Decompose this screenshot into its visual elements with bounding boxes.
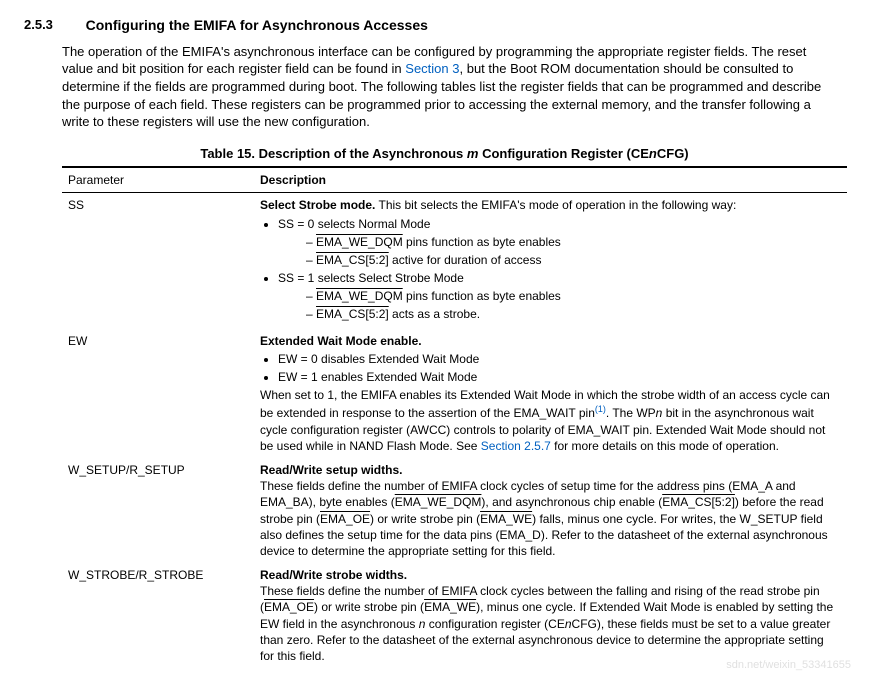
pin-ema-we: EMA_WE — [424, 600, 476, 614]
ss-s1-tail: pins function as byte enables — [403, 235, 561, 249]
section-257-link[interactable]: Section 2.5.7 — [481, 439, 551, 453]
table-15-wrap: Table 15. Description of the Asynchronou… — [52, 145, 837, 669]
pin-ema-we-dqm: EMA_WE_DQM — [316, 235, 403, 249]
pin-ema-oe: EMA_OE — [320, 512, 370, 526]
setup-title: Read/Write setup widths. — [260, 463, 402, 477]
list-item: SS = 1 selects Select Strobe Mode EMA_WE… — [278, 270, 841, 323]
section-title: Configuring the EMIFA for Asynchronous A… — [86, 17, 428, 33]
pin-ema-we-dqm: EMA_WE_DQM — [395, 495, 482, 509]
param-setup: W_SETUP/R_SETUP — [62, 458, 254, 563]
ss-b1a: SS = 0 selects Normal Mode — [278, 217, 430, 231]
strobe-d: configuration register (CE — [425, 617, 564, 631]
pin-ema-cs: EMA_CS[5:2] — [316, 253, 389, 267]
footnote-ref[interactable]: (1) — [595, 404, 606, 414]
list-item: EMA_WE_DQM pins function as byte enables — [306, 288, 841, 304]
strobe-n2: n — [565, 617, 572, 631]
caption-b: Configuration Register (CE — [478, 146, 648, 161]
caption-c: CFG) — [657, 146, 689, 161]
table-caption: Table 15. Description of the Asynchronou… — [52, 145, 837, 163]
param-strobe: W_STROBE/R_STROBE — [62, 563, 254, 668]
list-item: SS = 0 selects Normal Mode EMA_WE_DQM pi… — [278, 216, 841, 269]
section-number: 2.5.3 — [24, 16, 82, 34]
table-header-row: Parameter Description — [62, 167, 847, 193]
list-item: EMA_CS[5:2] active for duration of acces… — [306, 252, 841, 268]
list-item: EW = 1 enables Extended Wait Mode — [278, 369, 841, 385]
setup-d: ) or write strobe pin ( — [370, 512, 480, 526]
watermark: sdn.net/weixin_53341655 — [726, 658, 851, 673]
setup-b: ), and asynchronous chip enable ( — [481, 495, 662, 509]
ss-bs1-tail: pins function as byte enables — [403, 289, 561, 303]
section-3-link[interactable]: Section 3 — [405, 61, 459, 76]
pin-ema-oe: EMA_OE — [264, 600, 314, 614]
strobe-title: Read/Write strobe widths. — [260, 568, 407, 582]
caption-m: m — [467, 146, 479, 161]
ew-text-d: for more details on this mode of operati… — [551, 439, 779, 453]
pin-ema-we-dqm: EMA_WE_DQM — [316, 289, 403, 303]
caption-a: Table 15. Description of the Asynchronou… — [200, 146, 467, 161]
table-row: SS Select Strobe mode. This bit selects … — [62, 193, 847, 329]
table-row: W_STROBE/R_STROBE Read/Write strobe widt… — [62, 563, 847, 668]
desc-setup: Read/Write setup widths. These fields de… — [254, 458, 847, 563]
col-description: Description — [254, 167, 847, 193]
ew-text-b: . The WP — [606, 406, 656, 420]
ew-title: Extended Wait Mode enable. — [260, 334, 422, 348]
pin-ema-cs: EMA_CS[5:2] — [316, 307, 389, 321]
ss-s2-tail: active for duration of access — [389, 253, 542, 267]
register-table: Parameter Description SS Select Strobe m… — [62, 166, 847, 668]
param-ss: SS — [62, 193, 254, 329]
pin-ema-cs: EMA_CS[5:2] — [662, 495, 735, 509]
list-item: EMA_WE_DQM pins function as byte enables — [306, 234, 841, 250]
list-item: EW = 0 disables Extended Wait Mode — [278, 351, 841, 367]
table-row: EW Extended Wait Mode enable. EW = 0 dis… — [62, 329, 847, 458]
strobe-b: ) or write strobe pin ( — [314, 600, 424, 614]
ss-title-tail: This bit selects the EMIFA's mode of ope… — [375, 198, 736, 212]
desc-strobe: Read/Write strobe widths. These fields d… — [254, 563, 847, 668]
list-item: EMA_CS[5:2] acts as a strobe. — [306, 306, 841, 322]
param-ew: EW — [62, 329, 254, 458]
caption-n: n — [649, 146, 657, 161]
pin-ema-we: EMA_WE — [480, 512, 532, 526]
ss-title: Select Strobe mode. — [260, 198, 375, 212]
ss-b1b: SS = 1 selects Select Strobe Mode — [278, 271, 464, 285]
col-parameter: Parameter — [62, 167, 254, 193]
section-header: 2.5.3 Configuring the EMIFA for Asynchro… — [24, 16, 845, 35]
intro-paragraph: The operation of the EMIFA's asynchronou… — [62, 43, 833, 131]
table-row: W_SETUP/R_SETUP Read/Write setup widths.… — [62, 458, 847, 563]
desc-ss: Select Strobe mode. This bit selects the… — [254, 193, 847, 329]
desc-ew: Extended Wait Mode enable. EW = 0 disabl… — [254, 329, 847, 458]
ss-bs2-tail: acts as a strobe. — [389, 307, 480, 321]
